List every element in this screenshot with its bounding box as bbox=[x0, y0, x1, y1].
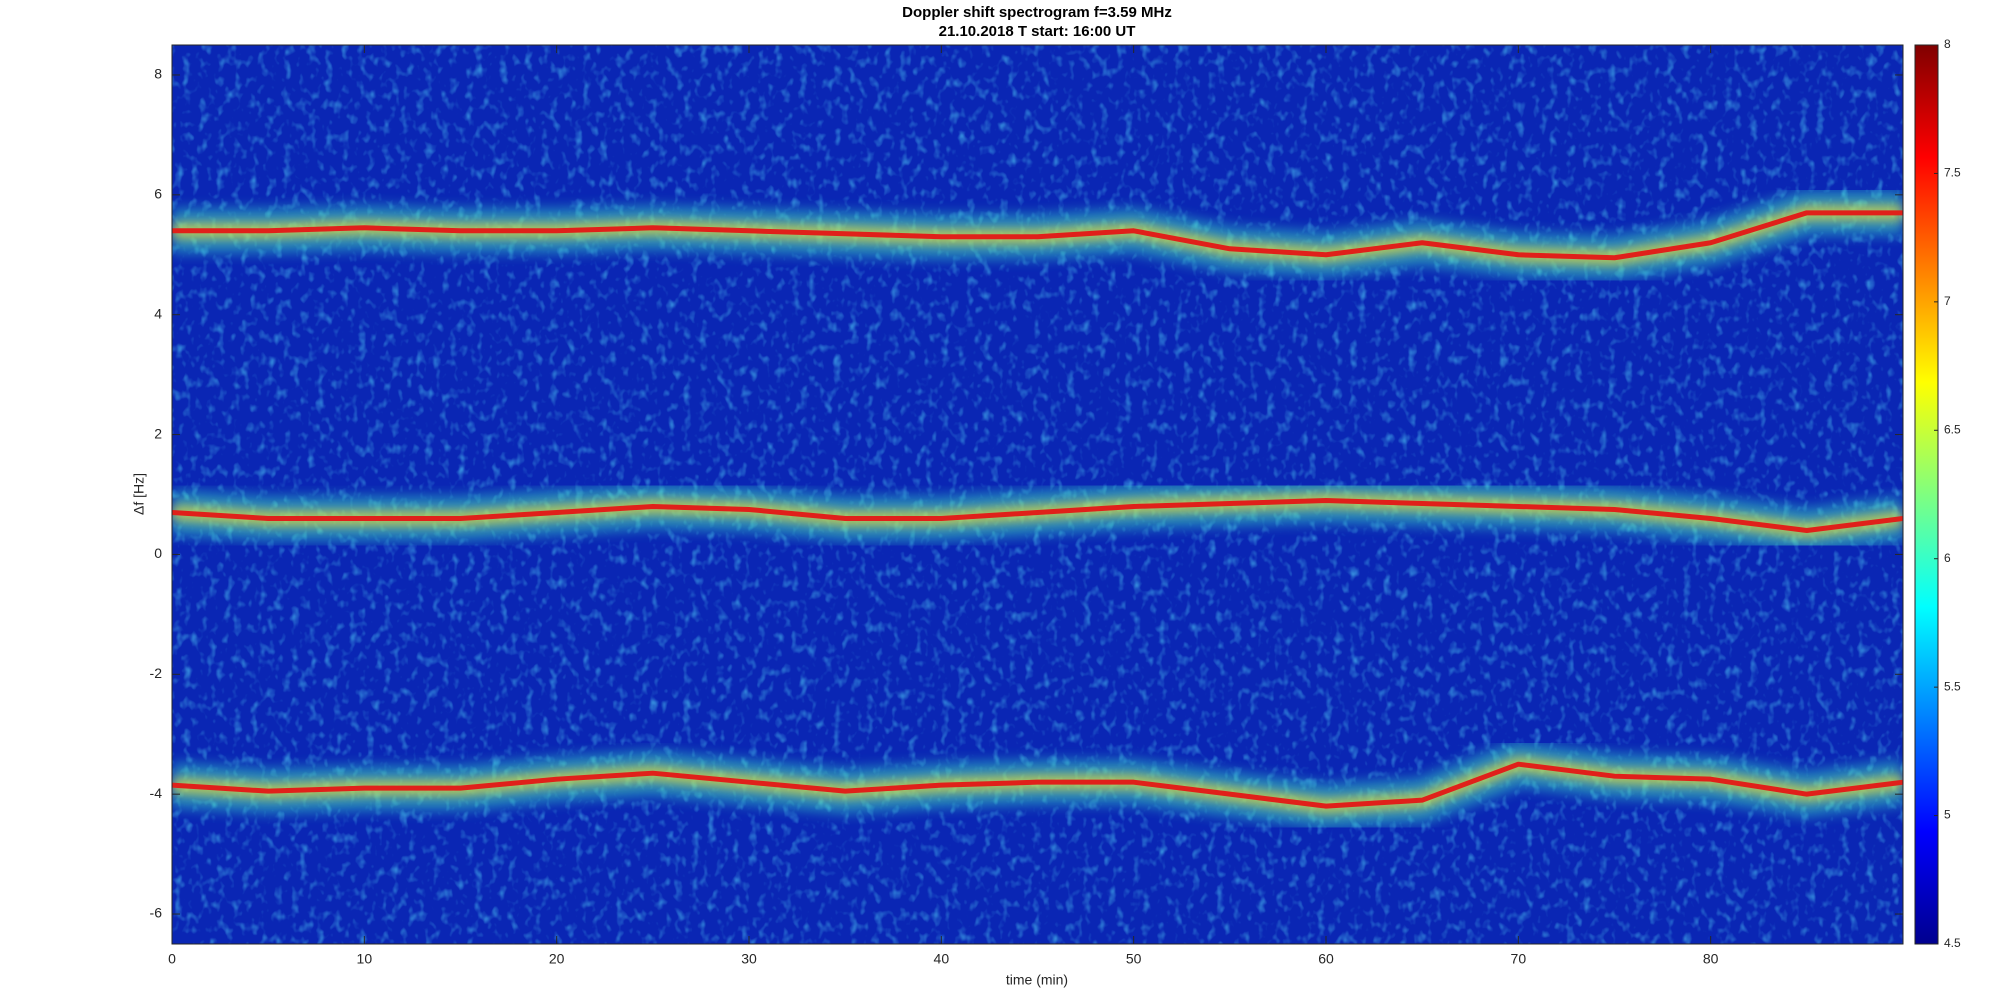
colorbar-tick-label: 7 bbox=[1944, 294, 1951, 308]
chart-subtitle: 21.10.2018 T start: 16:00 UT bbox=[939, 23, 1136, 40]
colorbar bbox=[1914, 44, 1939, 945]
y-tick-label: -4 bbox=[150, 785, 163, 801]
x-tick-label: 80 bbox=[1703, 951, 1719, 967]
colorbar-tick-label: 6.5 bbox=[1944, 422, 1961, 436]
y-tick-label: 0 bbox=[154, 545, 162, 561]
x-axis-label: time (min) bbox=[1006, 972, 1068, 988]
x-tick-label: 70 bbox=[1511, 951, 1527, 967]
y-tick-label: -2 bbox=[150, 665, 163, 681]
plot-frame bbox=[171, 44, 1904, 945]
y-axis-label: Δf [Hz] bbox=[131, 473, 147, 515]
x-tick-label: 20 bbox=[549, 951, 565, 967]
trace bbox=[172, 497, 1903, 533]
x-tick-label: 50 bbox=[1126, 951, 1142, 967]
chart-title: Doppler shift spectrogram f=3.59 MHz bbox=[902, 4, 1172, 21]
y-tick-label: -6 bbox=[150, 905, 163, 921]
y-tick-label: 8 bbox=[154, 66, 162, 82]
x-tick-label: 40 bbox=[934, 951, 950, 967]
y-tick-label: 2 bbox=[154, 425, 162, 441]
colorbar-tick-label: 6 bbox=[1944, 551, 1951, 565]
trace bbox=[172, 761, 1903, 809]
colorbar-tick-label: 8 bbox=[1944, 37, 1951, 51]
x-tick-label: 0 bbox=[168, 951, 176, 967]
colorbar-tick-label: 7.5 bbox=[1944, 166, 1961, 180]
y-tick-label: 6 bbox=[154, 186, 162, 202]
colorbar-tick-label: 5 bbox=[1944, 808, 1951, 822]
x-tick-label: 10 bbox=[357, 951, 373, 967]
x-tick-label: 60 bbox=[1318, 951, 1334, 967]
colorbar-tick-label: 4.5 bbox=[1944, 936, 1961, 950]
x-tick-label: 30 bbox=[741, 951, 757, 967]
y-tick-label: 4 bbox=[154, 305, 162, 321]
colorbar-tick-label: 5.5 bbox=[1944, 679, 1961, 693]
trace bbox=[172, 210, 1903, 261]
